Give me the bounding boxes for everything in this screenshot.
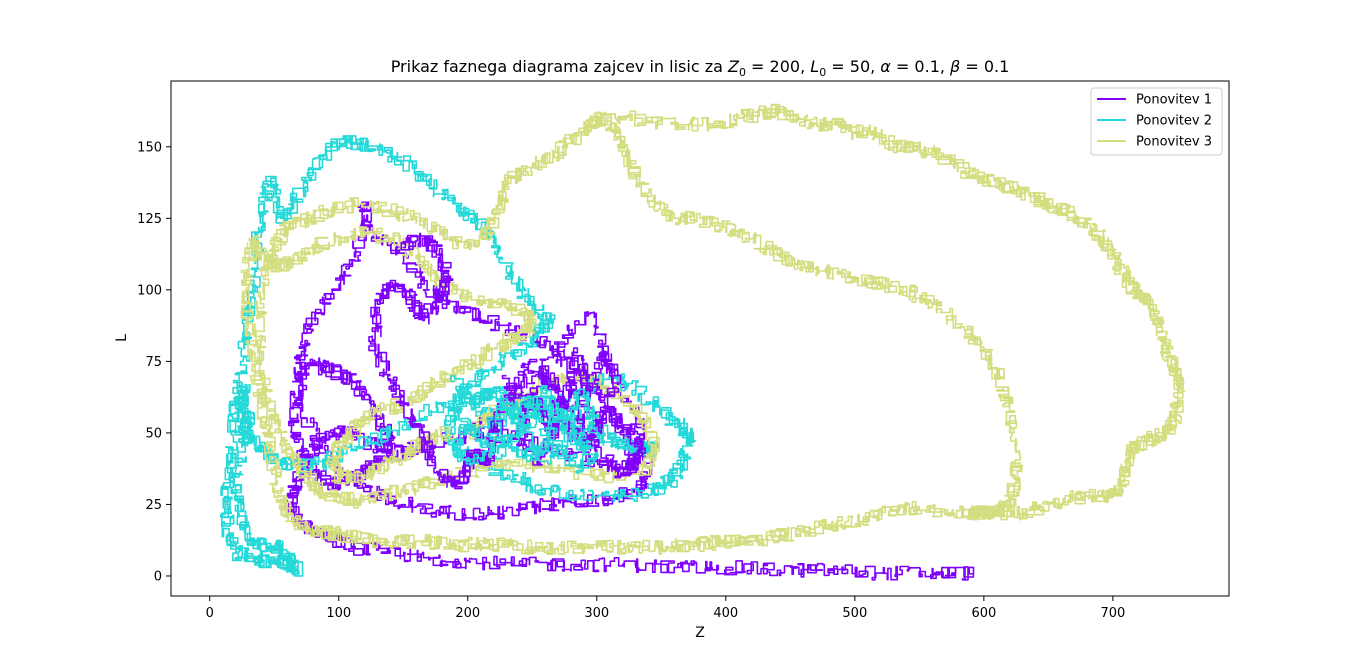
y-tick-label: 100 bbox=[137, 283, 162, 298]
y-tick-label: 25 bbox=[145, 498, 162, 513]
x-tick-label: 0 bbox=[206, 606, 214, 621]
legend-box bbox=[1090, 87, 1223, 156]
y-axis-label: L bbox=[114, 334, 130, 342]
x-tick-label: 700 bbox=[1100, 606, 1125, 621]
legend-label-2: Ponovitev 2 bbox=[1136, 114, 1212, 129]
y-tick-label: 50 bbox=[145, 426, 162, 441]
x-tick-label: 400 bbox=[713, 606, 738, 621]
series-line-5 bbox=[368, 232, 646, 490]
x-tick-label: 200 bbox=[455, 606, 480, 621]
y-axis-ticks: 0 25 50 75 100 125 150 bbox=[137, 140, 171, 584]
y-tick-label: 150 bbox=[137, 140, 162, 155]
x-tick-label: 600 bbox=[971, 606, 996, 621]
legend-label-3: Ponovitev 3 bbox=[1136, 135, 1212, 150]
y-tick-label: 75 bbox=[145, 355, 162, 370]
x-tick-label: 500 bbox=[842, 606, 867, 621]
plot-area bbox=[170, 80, 1230, 597]
series-layer bbox=[220, 103, 1186, 581]
x-tick-label: 300 bbox=[584, 606, 609, 621]
legend-label-1: Ponovitev 1 bbox=[1136, 93, 1212, 108]
series-line-3 bbox=[240, 111, 1024, 555]
x-axis-ticks: 0 100 200 300 400 500 600 700 bbox=[206, 596, 1125, 621]
x-axis-label: Z bbox=[695, 625, 705, 641]
x-tick-label: 100 bbox=[326, 606, 351, 621]
y-tick-label: 0 bbox=[154, 569, 162, 584]
series-line-6 bbox=[450, 375, 599, 474]
chart-title: Prikaz faznega diagrama zajcev in lisic … bbox=[391, 57, 1010, 79]
axes-frame bbox=[170, 80, 1230, 597]
series-line-4 bbox=[593, 103, 1186, 521]
legend: Ponovitev 1 Ponovitev 2 Ponovitev 3 bbox=[1090, 87, 1223, 156]
y-tick-label: 125 bbox=[137, 212, 162, 227]
